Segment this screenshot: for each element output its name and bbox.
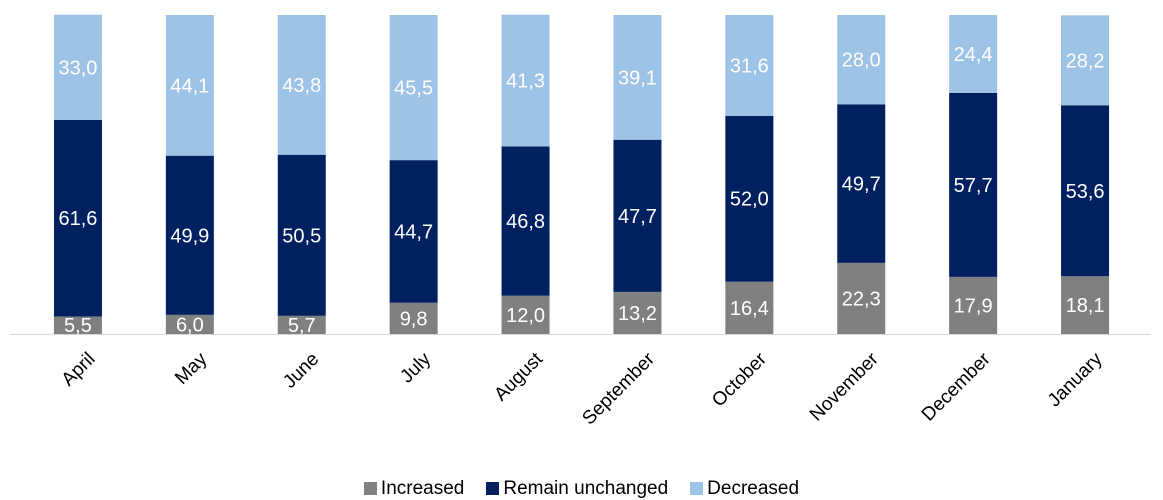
bar-segment-decreased-january xyxy=(1061,15,1110,106)
bar-segment-decreased-december xyxy=(949,15,998,93)
data-label: 52,0 xyxy=(730,189,769,211)
data-label: 16,4 xyxy=(730,298,769,320)
data-label: 53,6 xyxy=(1066,181,1105,203)
bar-segment-increased-august xyxy=(501,295,550,334)
bar-segment-decreased-september xyxy=(613,15,662,140)
x-tick-label: September xyxy=(578,348,659,429)
data-label: 6,0 xyxy=(176,314,204,336)
bar-segment-remain-unchanged-june xyxy=(277,154,326,316)
bar-segment-remain-unchanged-september xyxy=(613,139,662,292)
bar-segment-remain-unchanged-may xyxy=(165,155,214,315)
data-label: 45,5 xyxy=(394,78,433,100)
bar-segment-remain-unchanged-december xyxy=(949,92,998,277)
bar-segment-increased-january xyxy=(1061,276,1110,334)
bar-segment-remain-unchanged-april xyxy=(53,119,102,317)
legend-item-remain-unchanged: Remain unchanged xyxy=(486,478,668,500)
legend-item-decreased: Decreased xyxy=(690,478,799,500)
bar-segment-decreased-august xyxy=(501,14,550,147)
bar-segment-increased-september xyxy=(613,291,662,334)
bar-segment-remain-unchanged-october xyxy=(725,115,774,282)
data-label: 39,1 xyxy=(618,67,657,89)
data-label: 44,1 xyxy=(170,75,209,97)
data-label: 49,9 xyxy=(170,225,209,247)
bar-segment-decreased-october xyxy=(725,15,774,116)
bar-segment-decreased-june xyxy=(277,15,326,155)
data-label: 12,0 xyxy=(506,305,545,327)
data-label: 5,7 xyxy=(288,315,316,337)
data-label: 46,8 xyxy=(506,211,545,233)
data-label: 31,6 xyxy=(730,55,769,77)
bar-segment-decreased-april xyxy=(53,14,102,120)
bars-layer: 5,5 61,6 33,0 6,0 49,9 44,1 5,7 50,5 43,8 9,8 44,7… xyxy=(53,14,1110,337)
legend-label: Decreased xyxy=(707,477,800,499)
bar-segment-increased-december xyxy=(949,276,998,334)
data-label: 17,9 xyxy=(954,295,993,317)
data-label: 24,4 xyxy=(954,44,993,66)
bar-segment-increased-june xyxy=(277,315,326,334)
bar-segment-decreased-november xyxy=(837,15,886,105)
data-label: 43,8 xyxy=(282,75,321,97)
data-label: 44,7 xyxy=(394,221,433,243)
bar-segment-decreased-july xyxy=(389,15,438,161)
data-label: 5,5 xyxy=(64,315,92,337)
x-tick-label: November xyxy=(806,348,883,425)
data-label: 57,7 xyxy=(954,175,993,197)
bar-segment-increased-november xyxy=(837,262,886,334)
legend-item-increased: Increased xyxy=(363,477,465,500)
data-label: 18,1 xyxy=(1066,295,1105,317)
bar-segment-remain-unchanged-november xyxy=(837,104,886,263)
x-tick-label: December xyxy=(918,348,995,425)
data-label: 9,8 xyxy=(400,308,428,330)
bar-segment-increased-october xyxy=(725,281,774,334)
x-axis-labels: April May June July August September October No… xyxy=(58,348,1107,429)
bar-segment-remain-unchanged-august xyxy=(501,146,550,296)
x-tick-label: August xyxy=(490,348,547,405)
data-label: 33,0 xyxy=(58,57,97,79)
data-label: 49,7 xyxy=(842,174,881,196)
bar-segment-increased-july xyxy=(389,302,438,334)
x-tick-label: April xyxy=(58,349,100,391)
legend-label: Increased xyxy=(380,477,465,499)
data-label: 47,7 xyxy=(618,206,657,228)
legend-swatch xyxy=(486,482,500,495)
x-tick-label: May xyxy=(171,348,212,389)
legend-swatch xyxy=(690,482,704,495)
bar-segment-decreased-may xyxy=(165,15,214,156)
data-label: 28,2 xyxy=(1066,50,1105,72)
x-tick-label: January xyxy=(1044,348,1107,411)
legend-swatch xyxy=(363,482,377,495)
x-tick-label: October xyxy=(708,348,771,411)
x-tick-label: July xyxy=(396,348,435,387)
bar-segment-remain-unchanged-july xyxy=(389,160,438,303)
data-label: 28,0 xyxy=(842,50,881,72)
x-tick-label: June xyxy=(279,349,323,393)
data-label: 22,3 xyxy=(842,288,881,310)
data-label: 50,5 xyxy=(282,225,321,247)
data-label: 61,6 xyxy=(58,208,97,230)
bar-segment-increased-may xyxy=(165,314,214,334)
legend: Increased Remain unchanged Decreased xyxy=(0,478,1163,499)
legend-label: Remain unchanged xyxy=(503,477,669,499)
bar-segment-remain-unchanged-january xyxy=(1061,105,1110,277)
data-label: 41,3 xyxy=(506,71,545,93)
bar-segment-increased-april xyxy=(53,316,102,334)
data-label: 13,2 xyxy=(618,303,657,325)
